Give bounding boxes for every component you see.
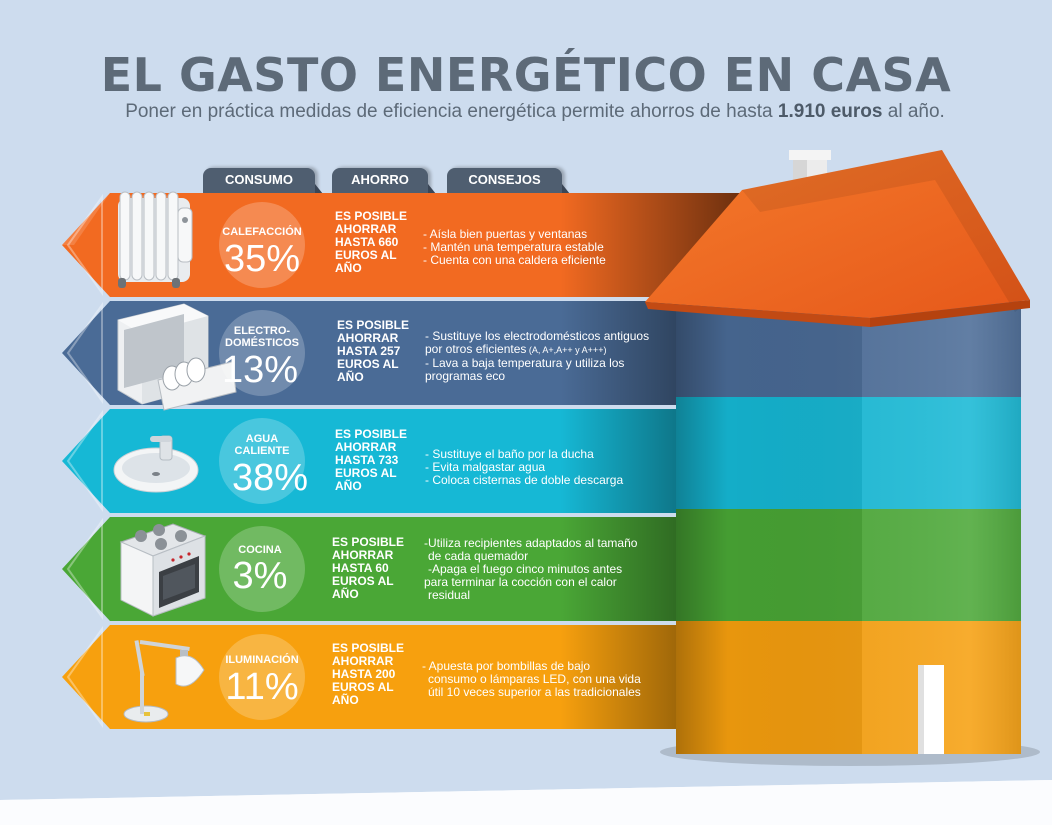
subtitle-end: al año. [882,101,945,122]
circle-cocina [219,526,305,612]
saving-iluminacion: ES POSIBLE AHORRAR HASTA 200 EUROS AL AÑ… [332,642,422,707]
category-cocina: COCINA [238,544,282,556]
circle-calefaccion [219,202,305,288]
saving-line: AHORRAR [337,331,399,345]
page-title: EL GASTO ENERGÉTICO EN CASA [100,48,952,102]
category-line: AGUA [245,433,279,445]
tab-consejos: CONSEJOS [447,168,570,194]
saving-line: AHORRAR [335,222,397,236]
tip-item: programas eco [425,369,506,383]
tip-item: - Lava a baja temperatura y utiliza los [425,356,625,370]
tab-ahorro: AHORRO [332,168,436,194]
roof [645,150,1030,318]
lamp-icon [123,640,205,723]
tab-consumo: CONSUMO [203,168,323,194]
circle-agua [219,418,305,504]
saving-line: EUROS AL [337,357,399,371]
saving-line: ES POSIBLE [335,209,408,223]
tips-agua: - Sustituye el baño por la ducha - Evita… [425,448,623,487]
tip-item: - Aísla bien puertas y ventanas [423,227,588,241]
saving-line: EUROS AL [335,248,397,262]
tip-item: - Mantén una temperatura estable [423,240,604,254]
house-door [918,665,944,754]
saving-line: AHORRAR [332,548,394,562]
tips-electrodomesticos: - Sustituye los electrodomésticos antigu… [425,330,649,383]
page-subtitle: Poner en práctica medidas de eficiencia … [0,101,1052,123]
saving-electrodomesticos: ES POSIBLE AHORRAR HASTA 257 EUROS AL AÑ… [337,319,427,384]
saving-line: ES POSIBLE [332,535,405,549]
dishwasher-icon [117,303,237,411]
category-line: DOMÉSTICOS [225,337,299,349]
percent-electrodomesticos: 13% [221,349,299,391]
tip-item: - Coloca cisternas de doble descarga [425,473,624,487]
saving-line: AÑO [337,370,364,384]
tip-item: - Evita malgastar agua [425,460,546,474]
percent-calefaccion: 35% [223,238,301,280]
saving-line: ES POSIBLE [335,427,408,441]
tip-item: consumo o lámparas LED, con una vida [428,672,641,686]
tip-energy-classes: (A, A+,A++ y A+++) [526,345,607,355]
saving-line: EUROS AL [335,466,397,480]
circle-electrodomesticos [219,310,305,396]
tip-item: - Apuesta por bombillas de bajo [422,659,591,673]
tip-item: -Apaga el fuego cinco minutos antes [428,562,623,576]
subtitle-amount: 1.910 euros [777,101,883,122]
saving-line: AÑO [332,693,359,707]
saving-cocina: ES POSIBLE AHORRAR HASTA 60 EUROS AL AÑO [332,536,422,601]
category-iluminacion: ILUMINACIÓN [225,654,299,666]
saving-line: ES POSIBLE [332,641,405,655]
saving-line: ES POSIBLE [337,318,410,332]
category-line: ELECTRO- [233,325,291,337]
tip-item: de cada quemador [428,549,529,563]
tip-item: residual [428,588,471,602]
saving-line: AÑO [335,479,362,493]
category-electrodomesticos: ELECTRO- DOMÉSTICOS [214,325,310,349]
tips-iluminacion: - Apuesta por bombillas de bajo consumo … [422,660,641,699]
tip-item: - Cuenta con una caldera eficiente [423,253,606,267]
saving-agua: ES POSIBLE AHORRAR HASTA 733 EUROS AL AÑ… [335,428,425,493]
saving-line: AÑO [335,261,362,275]
tip-text: por otros eficientes [425,342,527,356]
house [645,150,1030,754]
tip-item: - Sustituye los electrodomésticos antigu… [425,329,650,343]
tips-cocina: -Utiliza recipientes adaptados al tamaño… [424,537,637,602]
saving-line: EUROS AL [332,680,394,694]
radiator-icon [118,191,193,288]
tip-item: -Utiliza recipientes adaptados al tamaño [424,536,638,550]
subtitle-text: Poner en práctica medidas de eficiencia … [125,101,778,122]
saving-line: HASTA 200 [332,667,396,681]
percent-cocina: 3% [232,555,288,597]
saving-line: EUROS AL [332,574,394,588]
category-line: CALIENTE [234,445,290,457]
band-calefaccion [62,193,740,297]
stove-icon [119,523,207,617]
saving-calefaccion: ES POSIBLE AHORRAR HASTA 660 EUROS AL AÑ… [335,210,425,275]
saving-line: HASTA 60 [332,561,389,575]
tip-item: útil 10 veces superior a las tradicional… [428,685,641,699]
tip-item: - Sustituye el baño por la ducha [425,447,594,461]
saving-line: HASTA 257 [337,344,401,358]
percent-agua: 38% [231,457,309,499]
tip-item: por otros eficientes (A, A+,A++ y A+++) [425,343,649,357]
category-calefaccion: CALEFACCIÓN [222,226,302,238]
tip-item: para terminar la cocción con el calor [424,575,617,589]
circle-iluminacion [219,634,305,720]
saving-line: HASTA 733 [335,453,399,467]
saving-line: AHORRAR [335,440,397,454]
sink-icon [113,435,199,493]
category-agua: AGUA CALIENTE [214,433,310,457]
saving-line: AÑO [332,587,359,601]
saving-line: HASTA 660 [335,235,399,249]
percent-iluminacion: 11% [225,666,299,708]
saving-line: AHORRAR [332,654,394,668]
tips-calefaccion: - Aísla bien puertas y ventanas - Mantén… [423,228,606,267]
